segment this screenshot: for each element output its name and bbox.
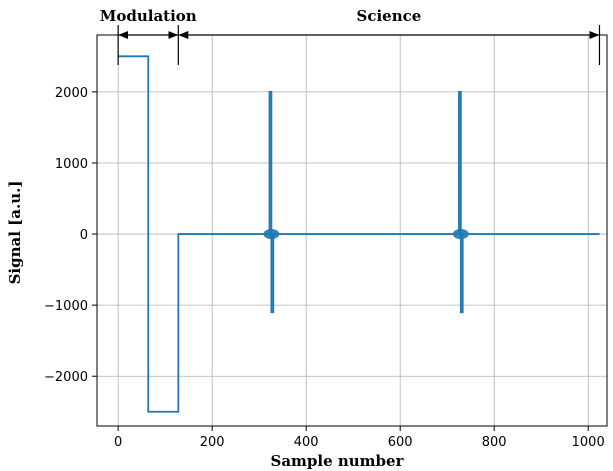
x-tick-label: 800 [482,435,507,450]
y-axis-label: Signal [a.u.] [6,181,24,285]
x-tick-label: 0 [114,435,122,450]
spike-noise-burst [263,229,280,240]
region-annotations: Modulation Science [100,7,601,65]
y-tick-label: 0 [80,228,88,243]
spike-noise-burst [452,229,469,240]
region-label: Modulation [100,7,197,25]
tick-marks [92,91,589,431]
x-tick-label: 400 [294,435,319,450]
series-layer [118,55,600,413]
y-tick-label: 1000 [55,157,88,172]
plot-frame [96,34,608,427]
y-tick-label: −2000 [44,370,88,385]
x-tick-label: 1000 [572,435,605,450]
grid-lines [97,35,607,426]
x-tick-label: 200 [200,435,225,450]
region-label: Science [357,7,422,25]
y-tick-label: 2000 [55,86,88,101]
x-axis-label: Sample number [271,452,405,470]
y-tick-label: −1000 [44,299,88,314]
signal-series-line [118,55,600,413]
x-tick-label: 600 [388,435,413,450]
